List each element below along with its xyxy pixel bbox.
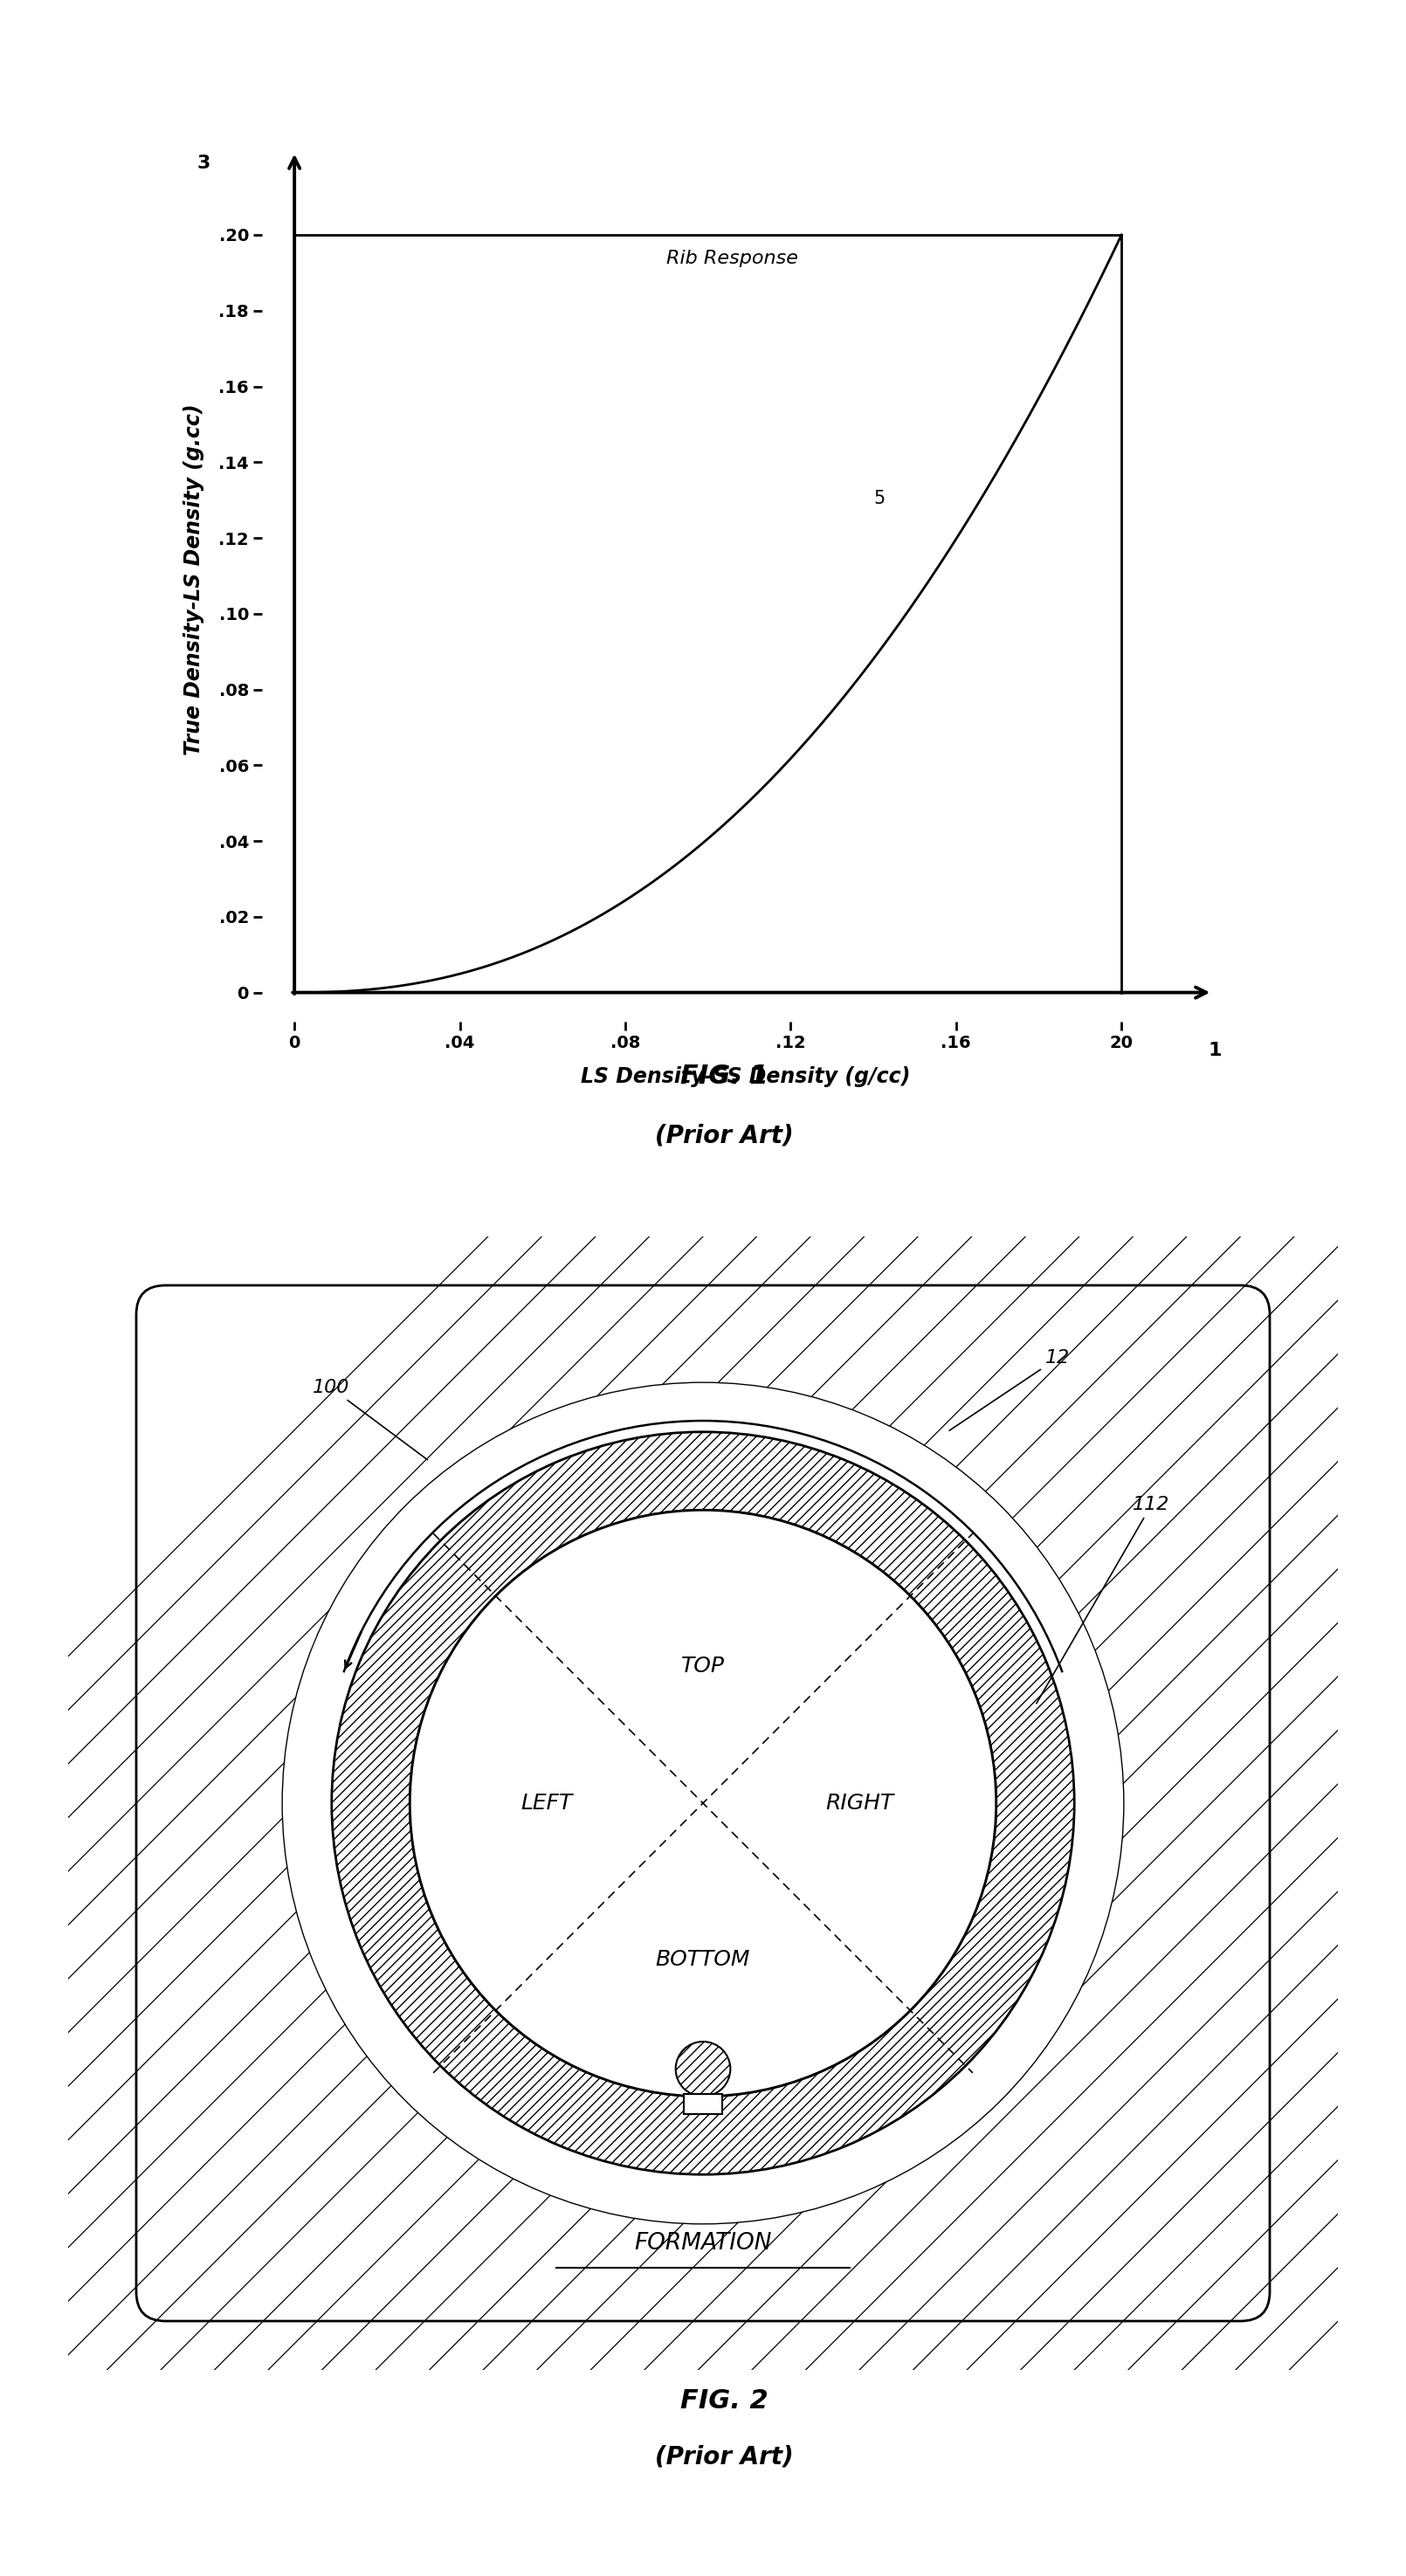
FancyBboxPatch shape bbox=[136, 1285, 1270, 2321]
Text: FIG. 2: FIG. 2 bbox=[681, 2388, 768, 2414]
Text: FIG. 1: FIG. 1 bbox=[681, 1064, 768, 1090]
Wedge shape bbox=[283, 1383, 1123, 2223]
Text: 100: 100 bbox=[312, 1378, 427, 1461]
Text: TOP: TOP bbox=[681, 1656, 725, 1677]
Text: RIGHT: RIGHT bbox=[825, 1793, 893, 1814]
X-axis label: LS Density-SS Density (g/cc): LS Density-SS Density (g/cc) bbox=[581, 1066, 910, 1087]
Text: 5: 5 bbox=[873, 489, 884, 507]
Text: 112: 112 bbox=[1036, 1497, 1170, 1703]
Text: 12: 12 bbox=[949, 1350, 1070, 1430]
Text: FORMATION: FORMATION bbox=[634, 2231, 772, 2254]
Text: (Prior Art): (Prior Art) bbox=[655, 1123, 793, 1146]
Circle shape bbox=[676, 2043, 730, 2097]
Wedge shape bbox=[332, 1432, 1074, 2174]
Bar bbox=[683, 2094, 723, 2115]
Text: (Prior Art): (Prior Art) bbox=[655, 2445, 793, 2468]
Text: 3: 3 bbox=[197, 155, 209, 173]
Circle shape bbox=[409, 1510, 997, 2097]
Text: 1: 1 bbox=[1208, 1041, 1222, 1059]
Text: BOTTOM: BOTTOM bbox=[655, 1950, 751, 1971]
Circle shape bbox=[283, 1383, 1123, 2223]
Text: Rib Response: Rib Response bbox=[666, 250, 799, 268]
Y-axis label: True Density-LS Density (g.cc): True Density-LS Density (g.cc) bbox=[183, 404, 204, 755]
Text: LEFT: LEFT bbox=[520, 1793, 572, 1814]
